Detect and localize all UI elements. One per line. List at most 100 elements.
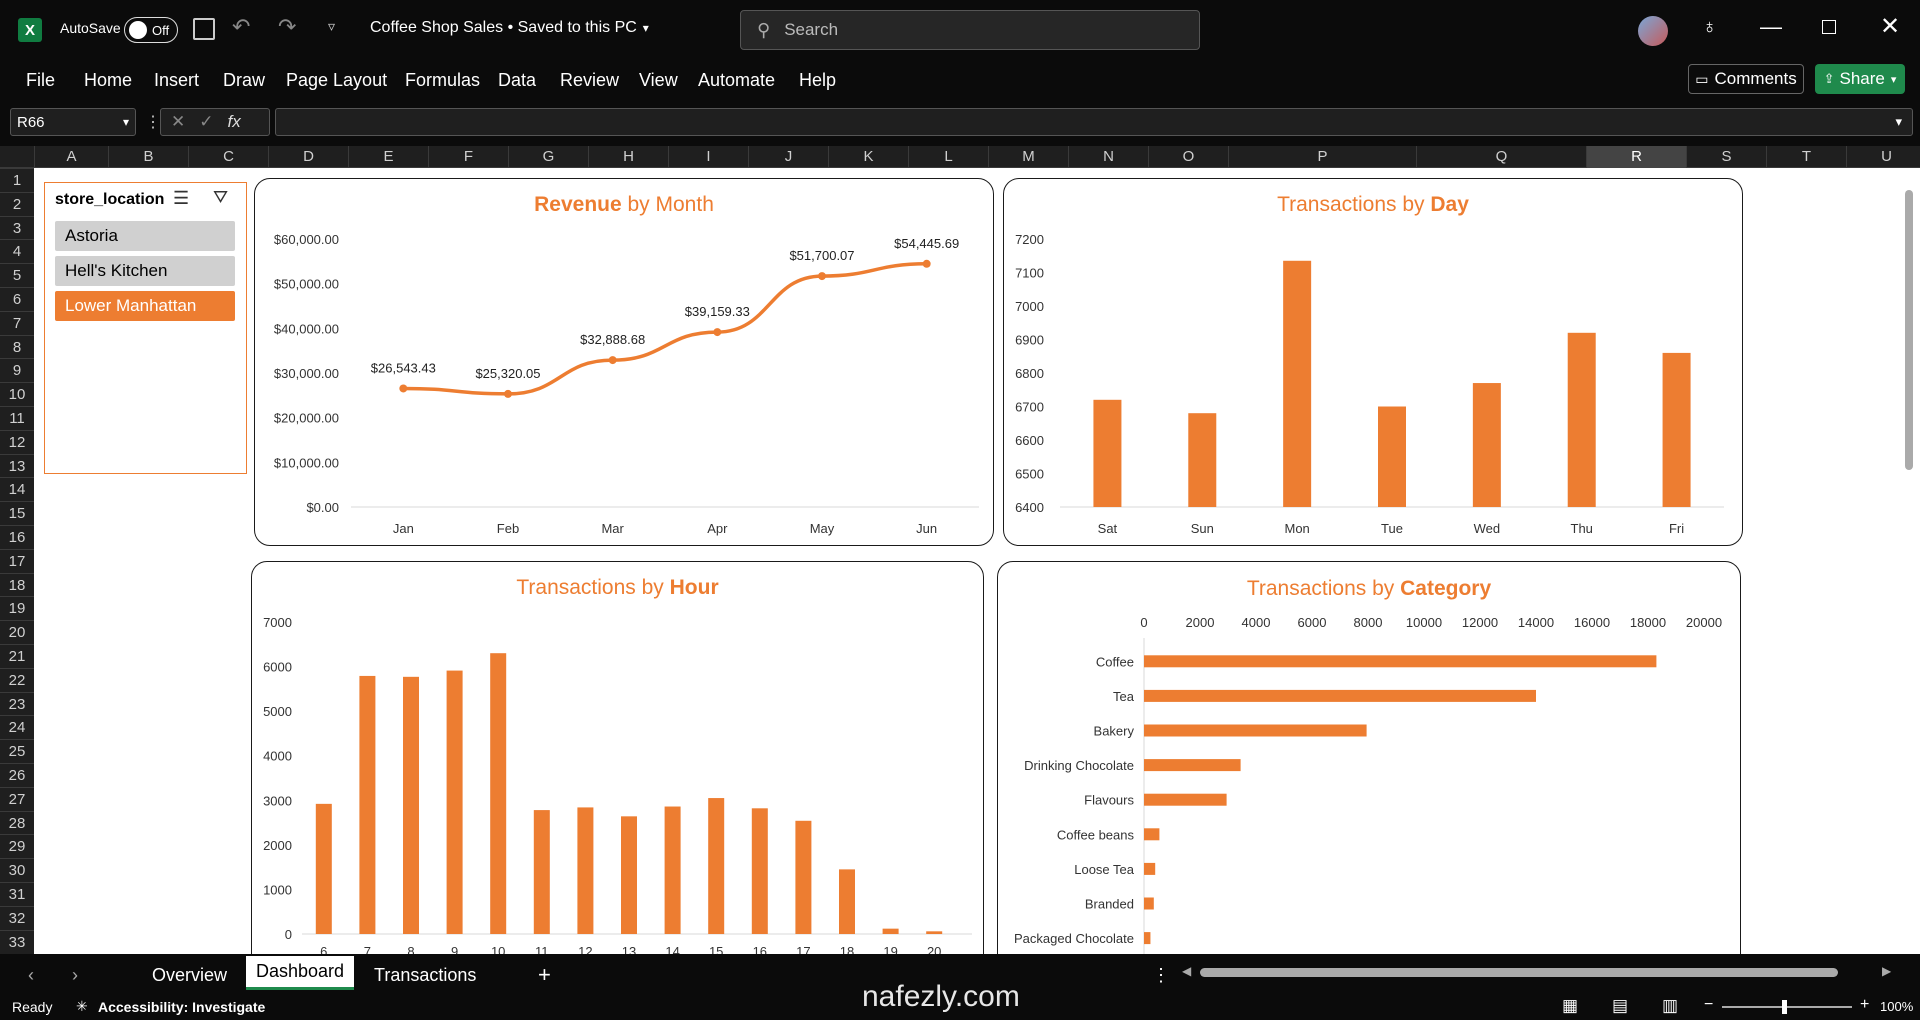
minimize-icon[interactable]: — (1760, 14, 1782, 39)
row-header-12[interactable]: 12 (0, 429, 34, 454)
row-header-33[interactable]: 33 (0, 929, 34, 954)
search-box[interactable]: ⚲ Search (740, 10, 1200, 50)
column-header-k[interactable]: K (828, 146, 908, 168)
row-header-10[interactable]: 10 (0, 382, 34, 406)
row-header-16[interactable]: 16 (0, 525, 34, 549)
share-button[interactable]: ⇪ Share ▾ (1815, 64, 1905, 94)
sheet-tab-overview[interactable]: Overview (152, 965, 228, 985)
name-box[interactable]: R66 ▾ (10, 108, 136, 136)
slicer-item-astoria[interactable]: Astoria (55, 221, 235, 251)
page-break-view-icon[interactable]: ▥ (1662, 996, 1679, 1015)
row-header-9[interactable]: 9 (0, 358, 34, 382)
formula-input[interactable]: ▾ (275, 108, 1913, 136)
cancel-icon[interactable]: ✕ (171, 112, 186, 131)
column-header-l[interactable]: L (908, 146, 988, 168)
row-header-7[interactable]: 7 (0, 310, 34, 335)
column-header-s[interactable]: S (1686, 146, 1766, 168)
column-header-u[interactable]: U (1846, 146, 1920, 168)
close-icon[interactable]: ✕ (1880, 13, 1901, 40)
comments-button[interactable]: ▭ Comments (1688, 64, 1804, 94)
row-header-19[interactable]: 19 (0, 596, 34, 620)
zoom-out-icon[interactable]: − (1704, 996, 1714, 1013)
revenue-by-month-chart[interactable]: Revenue by Month $0.00 $10,000.00 $20,000.… (254, 178, 994, 546)
autosave-toggle[interactable]: Off (124, 17, 178, 43)
vertical-scroll-thumb[interactable] (1905, 190, 1913, 470)
row-header-26[interactable]: 26 (0, 763, 34, 787)
menu-insert[interactable]: Insert (154, 70, 200, 90)
column-header-q[interactable]: Q (1416, 146, 1586, 168)
normal-view-icon[interactable]: ▦ (1562, 996, 1579, 1015)
zoom-level[interactable]: 100% (1880, 999, 1914, 1014)
row-header-24[interactable]: 24 (0, 715, 34, 739)
row-header-23[interactable]: 23 (0, 691, 34, 716)
row-header-27[interactable]: 27 (0, 786, 34, 811)
row-header-2[interactable]: 2 (0, 191, 34, 216)
zoom-slider-thumb[interactable] (1782, 1000, 1787, 1014)
menu-data[interactable]: Data (498, 70, 537, 90)
row-header-13[interactable]: 13 (0, 453, 34, 478)
horizontal-scroll-thumb[interactable] (1200, 968, 1838, 977)
undo-icon[interactable]: ↶ (232, 14, 251, 39)
row-header-11[interactable]: 11 (0, 406, 34, 430)
accessibility-status[interactable]: Accessibility: Investigate (98, 999, 266, 1015)
restore-icon[interactable] (1822, 20, 1836, 34)
menu-file[interactable]: File (26, 70, 56, 90)
document-title[interactable]: Coffee Shop Sales • Saved to this PC ▾ (370, 19, 649, 37)
row-header-30[interactable]: 30 (0, 858, 34, 882)
page-layout-view-icon[interactable]: ▤ (1612, 996, 1629, 1015)
column-header-n[interactable]: N (1068, 146, 1148, 168)
slicer-item-hells-kitchen[interactable]: Hell's Kitchen (55, 256, 235, 286)
row-header-5[interactable]: 5 (0, 263, 34, 287)
column-header-c[interactable]: C (188, 146, 268, 168)
column-header-g[interactable]: G (508, 146, 588, 168)
column-header-f[interactable]: F (428, 146, 508, 168)
sheet-tab-dashboard[interactable]: Dashboard (246, 956, 355, 990)
transactions-by-hour-chart[interactable]: Transactions by Hour 0 1000 2000 3000 4000 50… (251, 561, 984, 981)
row-header-29[interactable]: 29 (0, 834, 34, 858)
row-header-28[interactable]: 28 (0, 810, 34, 835)
column-header-b[interactable]: B (108, 146, 188, 168)
menu-view[interactable]: View (639, 70, 678, 90)
column-header-m[interactable]: M (988, 146, 1068, 168)
clear-filter-icon[interactable]: ⛛ (213, 187, 229, 207)
menu-page-layout[interactable]: Page Layout (286, 70, 388, 90)
next-sheet-icon[interactable]: › (72, 965, 78, 985)
column-header-o[interactable]: O (1148, 146, 1228, 168)
row-header-20[interactable]: 20 (0, 620, 34, 644)
vertical-scrollbar[interactable] (1902, 168, 1916, 954)
row-header-32[interactable]: 32 (0, 905, 34, 930)
slicer-item-lower-manhattan[interactable]: Lower Manhattan (55, 291, 235, 321)
redo-icon[interactable]: ↷ (278, 14, 297, 39)
row-header-25[interactable]: 25 (0, 739, 34, 763)
row-header-18[interactable]: 18 (0, 572, 34, 597)
row-header-6[interactable]: 6 (0, 287, 34, 311)
menu-formulas[interactable]: Formulas (405, 70, 481, 90)
column-header-e[interactable]: E (348, 146, 428, 168)
column-header-j[interactable]: J (748, 146, 828, 168)
expand-formula-icon[interactable]: ▾ (1895, 114, 1902, 129)
row-header-8[interactable]: 8 (0, 334, 34, 359)
save-icon[interactable] (193, 18, 215, 40)
menu-review[interactable]: Review (560, 70, 620, 90)
avatar[interactable] (1638, 16, 1668, 46)
menu-home[interactable]: Home (84, 70, 133, 90)
multi-select-icon[interactable]: ☰ (173, 188, 190, 208)
column-header-h[interactable]: H (588, 146, 668, 168)
column-header-t[interactable]: T (1766, 146, 1846, 168)
enter-icon[interactable]: ✓ (199, 112, 214, 131)
column-header-p[interactable]: P (1228, 146, 1416, 168)
row-header-4[interactable]: 4 (0, 239, 34, 263)
scroll-left-icon[interactable]: ◀ (1182, 964, 1192, 978)
row-header-3[interactable]: 3 (0, 215, 34, 240)
scroll-right-icon[interactable]: ▶ (1882, 964, 1892, 978)
menu-draw[interactable]: Draw (223, 70, 266, 90)
transactions-by-category-chart[interactable]: Transactions by Category 0 2000 4000 6000 80… (997, 561, 1741, 981)
row-header-14[interactable]: 14 (0, 477, 34, 501)
column-header-i[interactable]: I (668, 146, 748, 168)
sheet-tab-transactions[interactable]: Transactions (374, 965, 477, 985)
row-header-17[interactable]: 17 (0, 548, 34, 573)
column-header-r[interactable]: R (1586, 146, 1686, 168)
zoom-slider[interactable] (1722, 1000, 1852, 1014)
zoom-in-icon[interactable]: + (1860, 996, 1870, 1013)
tab-options-icon[interactable]: ⋮ (1152, 965, 1170, 985)
